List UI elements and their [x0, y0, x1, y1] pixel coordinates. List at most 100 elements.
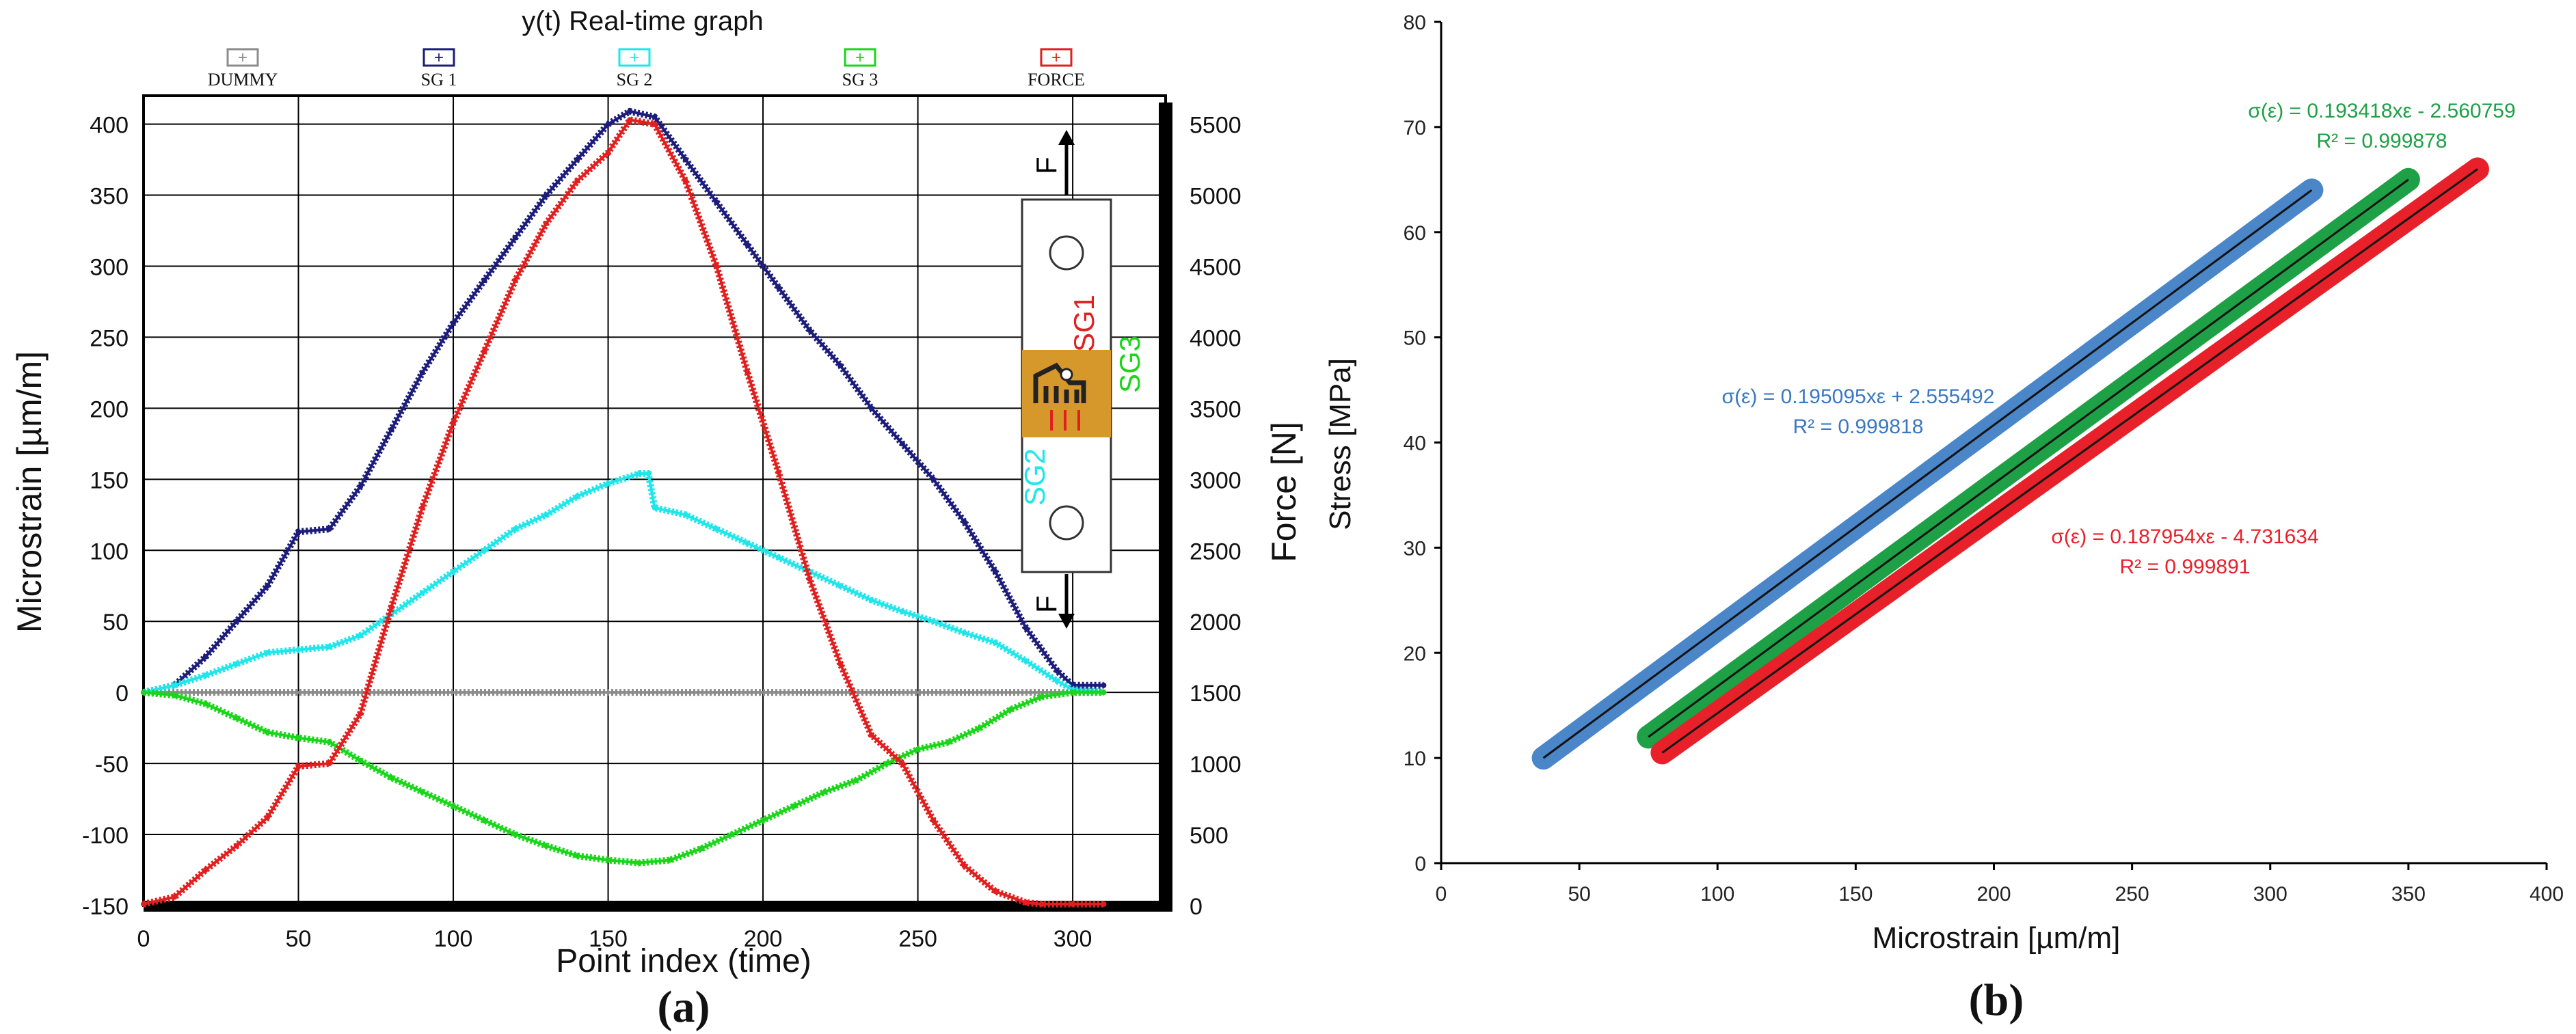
data-point: [295, 735, 301, 741]
data-point: [326, 761, 332, 767]
data-point: [837, 363, 844, 368]
data-point: [172, 682, 178, 688]
data-point: [233, 715, 239, 721]
data-point: [930, 817, 937, 824]
data-point: [682, 512, 688, 518]
data-point: [627, 108, 633, 114]
data-point: [853, 778, 859, 784]
data-point: [605, 121, 611, 127]
data-point: [961, 629, 967, 636]
data-point: [1101, 901, 1107, 907]
data-point: [807, 327, 813, 334]
data-point: [899, 608, 905, 614]
y2-tick-label: 1500: [1190, 681, 1242, 707]
y-tick-label: 10: [1404, 748, 1426, 770]
fit-line: [1542, 189, 2313, 759]
data-point: [512, 526, 518, 532]
data-point: [837, 661, 844, 667]
data-point: [714, 526, 720, 532]
panel-a-legend: + DUMMY + SG 1 + SG 2 + SG 3 + FORCE: [208, 48, 1085, 90]
data-point: [1023, 899, 1030, 906]
y-tick-label: -50: [95, 752, 129, 778]
specimen-hole-top: [1049, 235, 1084, 271]
y2-tick-label: 3500: [1190, 396, 1242, 422]
data-point: [605, 480, 611, 487]
sg3-label: SG3: [1114, 336, 1146, 393]
data-point: [451, 420, 457, 426]
data-point: [172, 692, 178, 698]
data-point: [233, 661, 239, 667]
data-point: [295, 647, 301, 653]
series-sg-3: [141, 689, 1107, 867]
data-point: [930, 476, 937, 482]
data-point: [265, 815, 271, 821]
data-point: [822, 789, 828, 795]
data-point: [760, 817, 766, 824]
data-point: [636, 471, 642, 476]
legend-swatch: [618, 48, 651, 67]
data-point: [682, 157, 688, 163]
panel-a-right-axis-bar: [1159, 103, 1172, 912]
data-point: [992, 640, 998, 646]
y-tick-label: 300: [90, 254, 129, 280]
data-point: [961, 519, 967, 525]
data-point: [1054, 678, 1060, 684]
x-tick-label: 250: [2115, 883, 2149, 906]
data-point: [388, 426, 394, 433]
y2-tick-label: 1000: [1190, 752, 1242, 778]
sg2-label: SG2: [1019, 448, 1051, 506]
y2-tick-label: 2000: [1190, 610, 1242, 636]
panel-a-label: (a): [658, 982, 710, 1032]
y2-tick-label: 5500: [1190, 113, 1242, 139]
data-point: [729, 832, 735, 838]
data-point: [543, 512, 549, 518]
data-point: [419, 370, 425, 376]
series-line-core: [143, 691, 1104, 865]
y-tick-label: 350: [90, 184, 129, 210]
y2-tick-label: 500: [1190, 823, 1229, 849]
x-tick-label: 0: [1436, 883, 1447, 906]
data-point: [775, 469, 781, 475]
series-sg-1: [1650, 157, 2489, 765]
y-tick-label: 40: [1404, 433, 1426, 455]
data-point: [775, 284, 781, 290]
data-point: [667, 857, 673, 863]
specimen-hole-bottom: [1049, 505, 1084, 541]
data-point: [652, 114, 658, 120]
data-point: [884, 761, 890, 767]
data-point: [295, 763, 301, 770]
data-point: [627, 117, 633, 123]
data-point: [1023, 625, 1030, 631]
legend-swatch: [422, 48, 455, 67]
panel-a-title: y(t) Real-time graph: [522, 6, 763, 36]
data-point: [419, 789, 425, 795]
panel-b-label: (b): [1969, 975, 2024, 1025]
series-line-core: [143, 109, 1104, 694]
legend-marker-icon: +: [855, 49, 865, 67]
data-point: [419, 504, 425, 511]
fit-r2-sg3: R² = 0.999878: [2317, 130, 2447, 152]
fit-line: [1648, 178, 2409, 738]
data-point: [419, 590, 425, 596]
data-point: [358, 633, 364, 638]
y-tick-label: 100: [90, 539, 129, 564]
y-tick-label: 60: [1404, 222, 1426, 245]
fit-r2-sg1: R² = 0.999891: [2120, 556, 2251, 578]
fit-r2-sg2: R² = 0.999818: [1793, 416, 1924, 438]
data-point: [233, 618, 239, 625]
data-point: [775, 554, 781, 560]
data-point: [698, 845, 704, 852]
data-point: [512, 277, 518, 284]
panel-b-chart: 0 10 20 30 40 50 60 70 80 0 50 100 150 200 250 300 350 4…: [1324, 12, 2564, 1025]
y-tick-label: 80: [1404, 12, 1426, 34]
x-tick-label: 150: [589, 926, 628, 952]
series-force: [141, 116, 1107, 908]
data-point: [1101, 690, 1107, 696]
data-point: [930, 618, 937, 625]
data-point: [512, 234, 518, 241]
y-tick-label: 50: [1404, 327, 1426, 350]
legend-label: SG 1: [421, 70, 457, 90]
data-point: [652, 504, 658, 511]
panel-a-right-ticks: 0 500 1000 1500 2000 2500 3000 3500 4000 4500 5000…: [1190, 113, 1242, 920]
data-point: [574, 157, 580, 163]
